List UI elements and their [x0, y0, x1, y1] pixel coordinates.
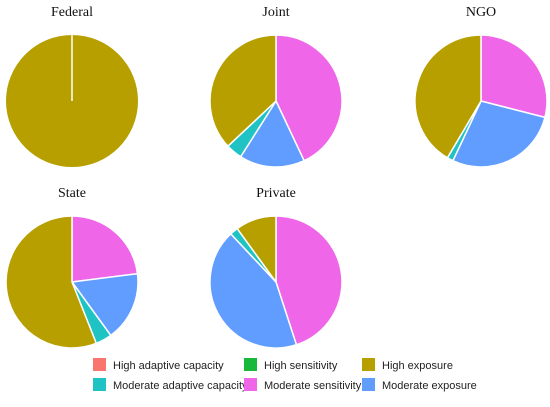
pie-ngo: NGO	[414, 5, 548, 168]
slice-moderate-sensitivity	[275, 34, 343, 162]
pie-title: State	[58, 186, 86, 201]
pie-title: NGO	[466, 5, 496, 20]
legend-item-moderate-adaptive-capacity: Moderate adaptive capacity	[93, 378, 248, 392]
pie-joint: Joint	[209, 5, 343, 168]
slice-moderate-sensitivity	[275, 215, 343, 346]
pie-title: Joint	[262, 5, 289, 20]
pie-title: Private	[256, 186, 296, 201]
legend-label: High sensitivity	[264, 360, 338, 372]
legend: High adaptive capacity Moderate adaptive …	[93, 358, 477, 392]
slice-moderate-sensitivity	[480, 34, 548, 119]
pie-state: State	[5, 186, 139, 349]
pie-private: Private	[209, 186, 343, 349]
slice-moderate-exposure	[209, 232, 298, 349]
slice-moderate-sensitivity	[71, 215, 139, 283]
legend-label: High adaptive capacity	[113, 360, 224, 372]
slice-high-exposure	[236, 215, 277, 285]
legend-item-moderate-sensitivity: Moderate sensitivity	[244, 378, 362, 392]
legend-item-high-exposure: High exposure	[362, 358, 453, 372]
slice-high-exposure	[5, 215, 98, 349]
legend-label: High exposure	[382, 360, 453, 372]
slice-moderate-exposure	[239, 99, 306, 168]
slice-high-exposure	[414, 34, 482, 159]
legend-swatch	[93, 358, 106, 371]
legend-label: Moderate exposure	[382, 380, 477, 392]
pie-federal: Federal	[6, 5, 138, 167]
legend-label: Moderate adaptive capacity	[113, 380, 248, 392]
legend-swatch	[93, 378, 106, 391]
slice-moderate-exposure	[451, 100, 546, 168]
legend-item-high-adaptive-capacity: High adaptive capacity	[93, 358, 224, 372]
legend-swatch	[362, 358, 375, 371]
legend-swatch	[244, 358, 257, 371]
legend-item-high-sensitivity: High sensitivity	[244, 358, 338, 372]
pie-title: Federal	[51, 5, 93, 20]
slice-high-exposure	[209, 34, 277, 148]
legend-label: Moderate sensitivity	[264, 380, 362, 392]
legend-swatch	[244, 378, 257, 391]
legend-swatch	[362, 378, 375, 391]
legend-item-moderate-exposure: Moderate exposure	[362, 378, 477, 392]
slice-moderate-exposure	[70, 272, 139, 337]
